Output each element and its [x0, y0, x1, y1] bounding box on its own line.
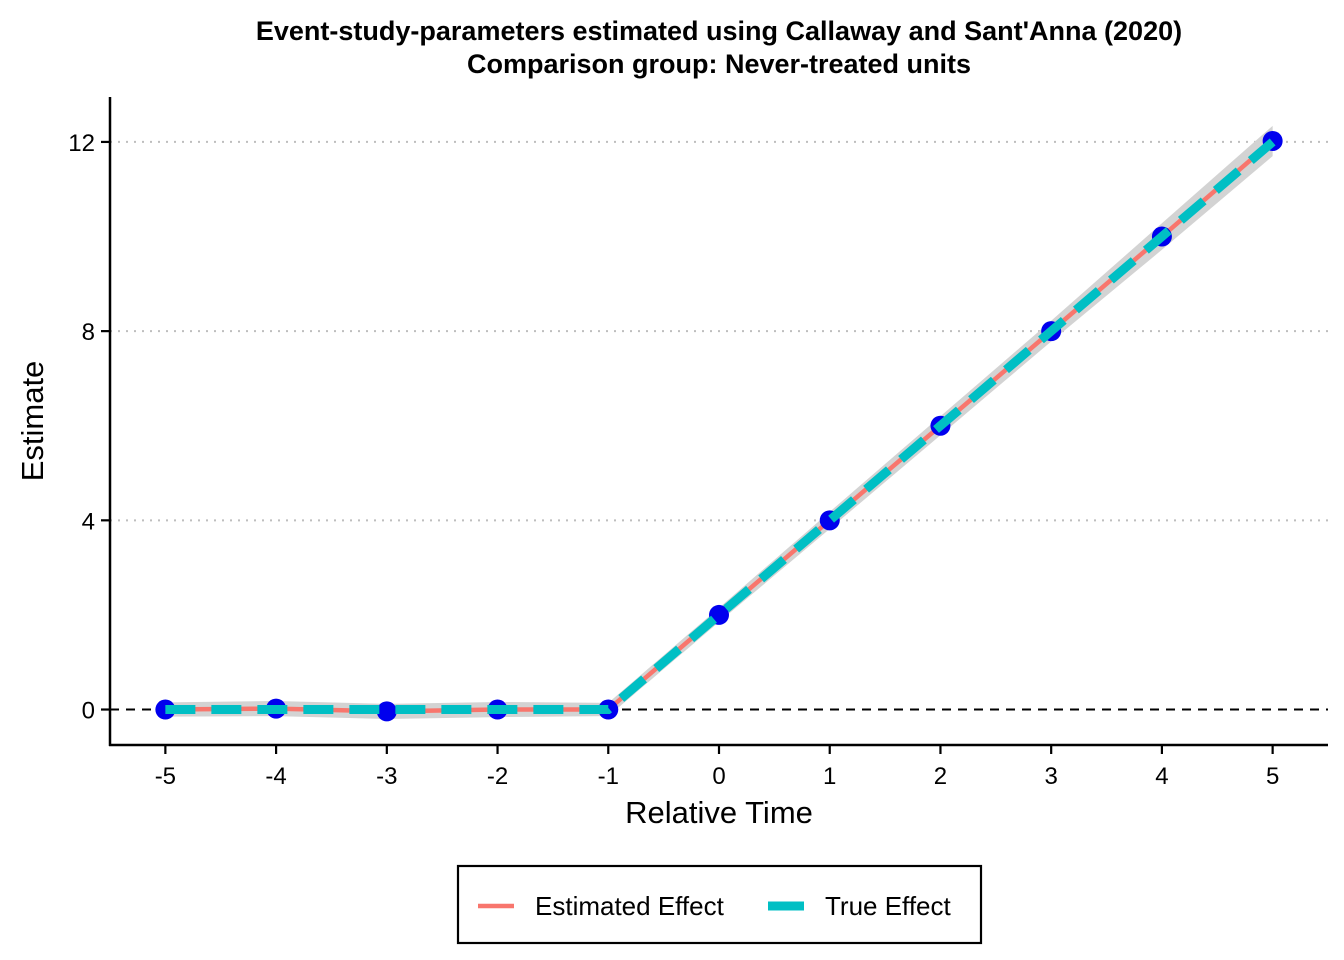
x-axis-title: Relative Time — [625, 795, 813, 830]
estimated-effect-series — [165, 139, 1275, 714]
y-tick-label-4: 4 — [82, 508, 95, 535]
true-effect-series — [165, 138, 1276, 715]
y-tick-label-0: 0 — [82, 698, 95, 725]
estimate-points — [155, 130, 1283, 722]
y-grid-lines — [110, 140, 1328, 522]
x-tick-label-5: 5 — [1266, 763, 1279, 790]
x-tick-label--2: -2 — [487, 763, 508, 790]
x-axis-ticks: -5 -4 -3 -2 -1 0 1 2 3 4 5 — [155, 745, 1279, 790]
x-tick-label-2: 2 — [934, 763, 947, 790]
true-effect-line — [165, 138, 1276, 715]
y-axis-title: Estimate — [15, 361, 50, 482]
x-tick-label-3: 3 — [1045, 763, 1058, 790]
confidence-band — [165, 125, 1273, 719]
chart-title: Event-study-parameters estimated using C… — [256, 16, 1182, 46]
estimated-effect-line — [165, 139, 1275, 714]
x-tick-label-4: 4 — [1155, 763, 1168, 790]
y-axis-ticks: 0 4 8 12 — [68, 130, 110, 725]
estimate-point--3 — [376, 701, 397, 722]
x-tick-label--4: -4 — [265, 763, 286, 790]
y-tick-label-12: 12 — [68, 130, 95, 157]
y-tick-label-8: 8 — [82, 319, 95, 346]
axes — [108, 97, 1328, 747]
x-tick-label--5: -5 — [155, 763, 176, 790]
x-tick-label-0: 0 — [712, 763, 725, 790]
chart-subtitle: Comparison group: Never-treated units — [467, 49, 971, 79]
x-tick-label--1: -1 — [598, 763, 619, 790]
x-tick-label--3: -3 — [376, 763, 397, 790]
legend-label-estimated-effect: Estimated Effect — [535, 891, 725, 921]
legend-label-true-effect: True Effect — [825, 891, 951, 921]
x-tick-label-1: 1 — [823, 763, 836, 790]
ci-band — [165, 125, 1273, 719]
legend-box — [456, 864, 983, 945]
legend: Estimated Effect True Effect — [456, 864, 983, 945]
